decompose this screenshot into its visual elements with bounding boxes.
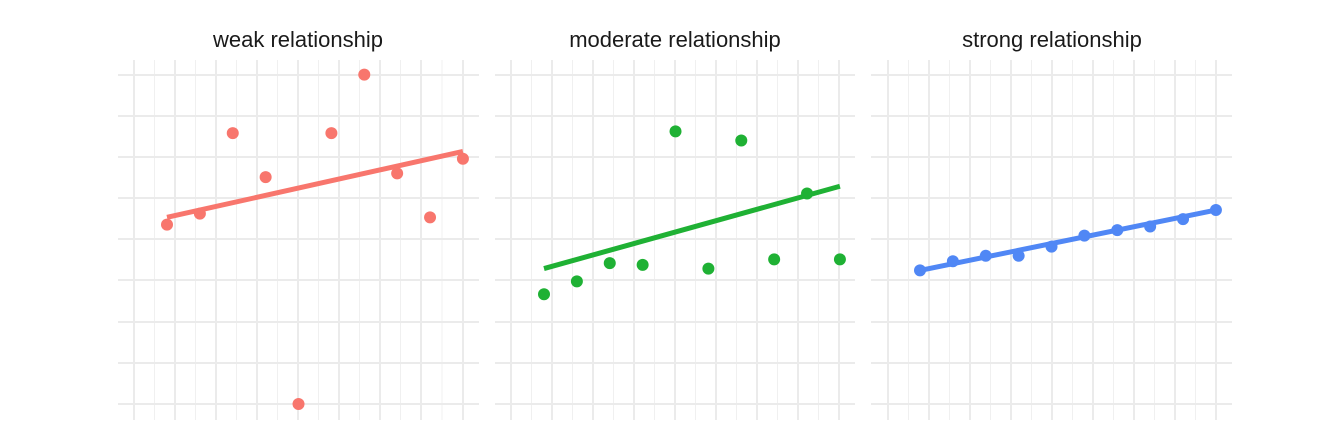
data-point [456, 152, 469, 165]
data-point [358, 68, 371, 81]
fit-line [543, 183, 841, 271]
data-point [1177, 213, 1190, 226]
panel-marks [161, 68, 469, 410]
panel-title: moderate relationship [569, 27, 781, 52]
panel-moderate-relationship: moderate relationship [495, 27, 855, 420]
panel-strong-relationship: strong relationship [871, 27, 1232, 420]
data-point [1144, 220, 1157, 233]
data-point [226, 127, 239, 140]
data-point [325, 127, 338, 140]
panel-grid [118, 60, 479, 420]
panel-title: strong relationship [962, 27, 1142, 52]
data-point [1209, 204, 1222, 217]
panel-weak-relationship: weak relationship [118, 27, 479, 420]
data-point [424, 211, 437, 224]
data-point [914, 264, 926, 277]
data-point [669, 125, 682, 138]
data-point [833, 253, 846, 266]
panel-grid [871, 60, 1232, 420]
data-point [161, 218, 173, 231]
data-point [570, 275, 583, 288]
fit-line [166, 149, 464, 220]
data-point [735, 134, 748, 147]
data-point [636, 258, 649, 271]
data-point [979, 249, 992, 262]
data-point [1045, 240, 1058, 253]
data-point [1078, 229, 1091, 242]
data-point [259, 171, 272, 184]
fit-line [919, 207, 1217, 273]
panel-title: weak relationship [212, 27, 383, 52]
data-point [538, 288, 550, 301]
data-point [292, 398, 305, 410]
panel-marks [538, 125, 846, 301]
panel-marks [914, 204, 1222, 277]
data-point [768, 253, 781, 266]
data-point [801, 187, 814, 200]
data-point [391, 167, 404, 180]
data-point [1111, 224, 1124, 237]
data-point [946, 255, 959, 268]
data-point [1012, 249, 1025, 262]
panel-grid [495, 60, 855, 420]
data-point [702, 262, 715, 275]
data-point [193, 207, 206, 220]
data-point [603, 257, 616, 270]
